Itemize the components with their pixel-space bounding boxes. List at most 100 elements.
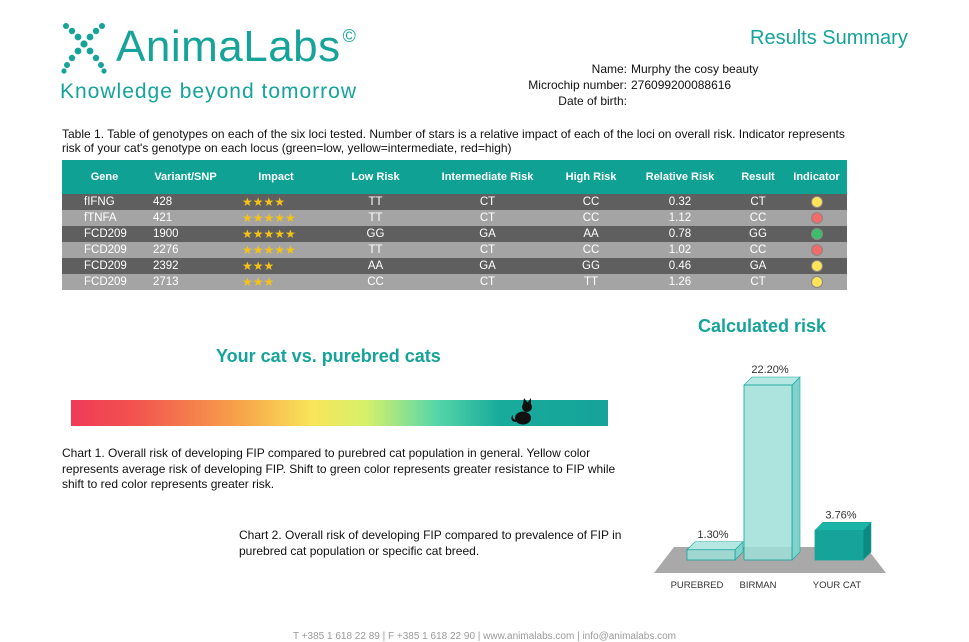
cell-intermediate-risk: GA — [423, 258, 552, 274]
pet-name-value: Murphy the cosy beauty — [631, 62, 759, 76]
brand-name: AnimaLabs © — [116, 22, 356, 72]
x-tick-label: BIRMAN — [740, 580, 777, 591]
cell-low-risk: TT — [328, 210, 423, 226]
cell-indicator — [786, 226, 847, 242]
bar-birman — [743, 384, 793, 561]
col-header-result: Result — [730, 160, 786, 194]
cell-relative-risk: 1.02 — [630, 242, 730, 258]
cell-relative-risk: 0.46 — [630, 258, 730, 274]
risk-bar-chart: 1.30% PUREBRED 22.20% BIRMAN 3.76% YOUR CAT — [654, 364, 886, 591]
bar-purebred — [686, 549, 736, 561]
cell-indicator — [786, 258, 847, 274]
cell-gene: fIFNG — [62, 194, 147, 210]
microchip-label: Microchip number: — [528, 78, 627, 92]
cell-high-risk: AA — [552, 226, 630, 242]
cell-intermediate-risk: CT — [423, 194, 552, 210]
cell-gene: FCD209 — [62, 242, 147, 258]
cell-result: CT — [730, 274, 786, 290]
cell-low-risk: AA — [328, 258, 423, 274]
table-row: FCD209 2392 ★★★ AA GA GG 0.46 GA — [62, 258, 847, 274]
cell-impact-stars: ★★★★ — [224, 194, 328, 210]
indicator-dot-icon — [810, 275, 823, 288]
cell-low-risk: GG — [328, 226, 423, 242]
cell-high-risk: TT — [552, 274, 630, 290]
cell-impact-stars: ★★★ — [224, 274, 328, 290]
table-row: fIFNG 428 ★★★★ TT CT CC 0.32 CT — [62, 194, 847, 210]
cell-result: GA — [730, 258, 786, 274]
x-tick-label: YOUR CAT — [813, 580, 862, 591]
x-tick-label: PUREBRED — [671, 580, 724, 591]
col-header-gene: Gene — [62, 160, 147, 194]
cell-impact-stars: ★★★★★ — [224, 210, 328, 226]
col-header-low-risk: Low Risk — [328, 160, 423, 194]
page-title: Results Summary — [750, 27, 908, 49]
brand-text: AnimaLabs — [116, 22, 341, 71]
bar-top — [686, 541, 744, 551]
cell-indicator — [786, 274, 847, 290]
table-caption: Table 1. Table of genotypes on each of t… — [62, 127, 845, 155]
bar-your-cat — [814, 529, 864, 561]
cell-result: CT — [730, 194, 786, 210]
brand-tagline: Knowledge beyond tomorrow — [60, 80, 357, 103]
cell-variant: 2392 — [147, 258, 224, 274]
cell-result: CC — [730, 242, 786, 258]
indicator-dot-icon — [810, 259, 823, 272]
indicator-dot-icon — [810, 195, 823, 208]
cell-high-risk: CC — [552, 242, 630, 258]
cell-indicator — [786, 242, 847, 258]
genotype-table: Gene Variant/SNP Impact Low Risk Interme… — [62, 160, 847, 290]
cell-indicator — [786, 194, 847, 210]
cell-variant: 1900 — [147, 226, 224, 242]
col-header-variant: Variant/SNP — [147, 160, 224, 194]
cell-gene: FCD209 — [62, 258, 147, 274]
animalabs-logo-icon — [61, 23, 107, 74]
cell-impact-stars: ★★★★★ — [224, 242, 328, 258]
cell-relative-risk: 1.26 — [630, 274, 730, 290]
chart-title: Calculated risk — [698, 316, 827, 336]
dob-row: Date of birth: — [0, 94, 969, 110]
cell-result: GG — [730, 226, 786, 242]
indicator-dot-icon — [810, 211, 823, 224]
cat-icon — [511, 398, 533, 425]
cell-intermediate-risk: CT — [423, 242, 552, 258]
data-label: 22.20% — [751, 364, 789, 376]
col-header-high-risk: High Risk — [552, 160, 630, 194]
cell-relative-risk: 0.32 — [630, 194, 730, 210]
cell-intermediate-risk: CT — [423, 274, 552, 290]
dob-label: Date of birth: — [558, 94, 627, 108]
data-label: 3.76% — [825, 509, 856, 521]
table-row: FCD209 2276 ★★★★★ TT CT CC 1.02 CC — [62, 242, 847, 258]
bar-top — [743, 376, 801, 386]
cell-gene: FCD209 — [62, 226, 147, 242]
table-row: FCD209 1900 ★★★★★ GG GA AA 0.78 GG — [62, 226, 847, 242]
microchip-row: Microchip number: 276099200088616 — [0, 78, 969, 94]
cell-relative-risk: 1.12 — [630, 210, 730, 226]
col-header-indicator: Indicator — [786, 160, 847, 194]
cell-indicator — [786, 210, 847, 226]
bar-side — [791, 376, 801, 561]
cell-impact-stars: ★★★★★ — [224, 226, 328, 242]
table-row: FCD209 2713 ★★★ CC CT TT 1.26 CT — [62, 274, 847, 290]
cell-relative-risk: 0.78 — [630, 226, 730, 242]
bar-group: 1.30% PUREBRED 22.20% BIRMAN 3.76% YOUR CAT — [671, 364, 872, 591]
cell-variant: 2276 — [147, 242, 224, 258]
col-header-relative-risk: Relative Risk — [630, 160, 730, 194]
indicator-dot-icon — [810, 227, 823, 240]
gauge-title: Your cat vs. purebred cats — [216, 346, 441, 366]
cell-high-risk: CC — [552, 194, 630, 210]
pet-name-row: Name: Murphy the cosy beauty — [0, 62, 969, 78]
data-label: 1.30% — [697, 529, 728, 541]
footer-contact: T +385 1 618 22 89 | F +385 1 618 22 90 … — [293, 631, 676, 642]
cell-variant: 421 — [147, 210, 224, 226]
cell-variant: 2713 — [147, 274, 224, 290]
cell-low-risk: TT — [328, 242, 423, 258]
cell-gene: fTNFA — [62, 210, 147, 226]
chart2-caption: Chart 2. Overall risk of developing FIP … — [239, 528, 622, 558]
cell-low-risk: CC — [328, 274, 423, 290]
copyright-mark: © — [342, 26, 357, 46]
pet-name-label: Name: — [591, 62, 627, 76]
cell-gene: FCD209 — [62, 274, 147, 290]
cell-intermediate-risk: GA — [423, 226, 552, 242]
cell-high-risk: GG — [552, 258, 630, 274]
microchip-value: 276099200088616 — [631, 78, 732, 92]
